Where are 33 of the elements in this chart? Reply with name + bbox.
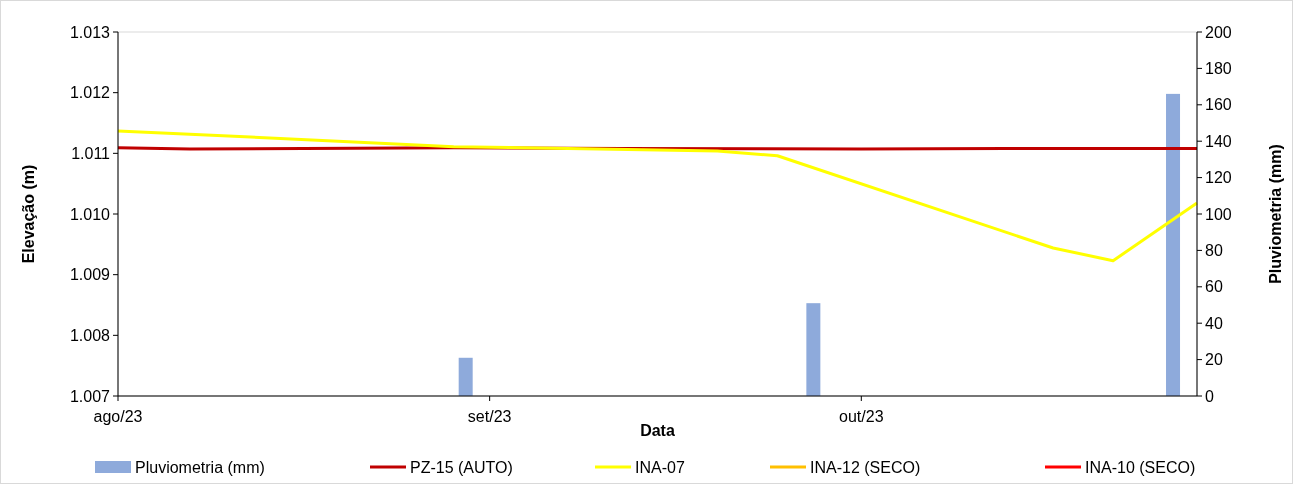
y2-axis-title: Pluviometria (mm) <box>1267 144 1284 284</box>
y2-tick-label: 180 <box>1205 60 1232 77</box>
y-tick-label: 1.013 <box>69 23 111 41</box>
y-tick-label: 1.009 <box>69 266 111 284</box>
y-tick-label: 1.007 <box>69 387 111 405</box>
x-tick-label: out/23 <box>839 408 884 425</box>
y2-tick-label: 20 <box>1205 351 1223 369</box>
x-axis-title: Data <box>640 422 675 439</box>
y2-tick-label: 40 <box>1205 314 1223 332</box>
y2-tick-label: 140 <box>1205 132 1232 150</box>
legend-label: Pluviometria (mm) <box>135 458 265 476</box>
y2-tick-label: 200 <box>1205 23 1232 41</box>
y2-tick-label: 0 <box>1205 387 1214 405</box>
y2-tick-label: 60 <box>1205 278 1223 296</box>
y-tick-label: 1.012 <box>69 84 111 102</box>
y2-tick-label: 160 <box>1205 96 1232 114</box>
bar <box>806 303 821 396</box>
legend-label: INA-07 <box>635 458 685 476</box>
y2-tick-label: 80 <box>1205 242 1223 259</box>
y-tick-label: 1.010 <box>69 205 111 223</box>
legend-label: INA-12 (SECO) <box>810 458 921 476</box>
bar <box>1166 93 1181 396</box>
legend-label: PZ-15 (AUTO) <box>410 458 513 476</box>
line-series <box>116 129 1199 263</box>
x-tick-label: set/23 <box>467 408 512 425</box>
y-axis-title: Elevação (m) <box>20 164 37 264</box>
y-tick-label: 1.008 <box>69 326 111 344</box>
y2-tick-label: 100 <box>1205 205 1232 223</box>
y2-tick-label: 120 <box>1205 169 1232 187</box>
legend-label: INA-10 (SECO) <box>1085 458 1196 476</box>
bar <box>458 357 473 396</box>
y-tick-label: 1.011 <box>71 144 111 162</box>
x-tick-label: ago/23 <box>93 408 143 425</box>
